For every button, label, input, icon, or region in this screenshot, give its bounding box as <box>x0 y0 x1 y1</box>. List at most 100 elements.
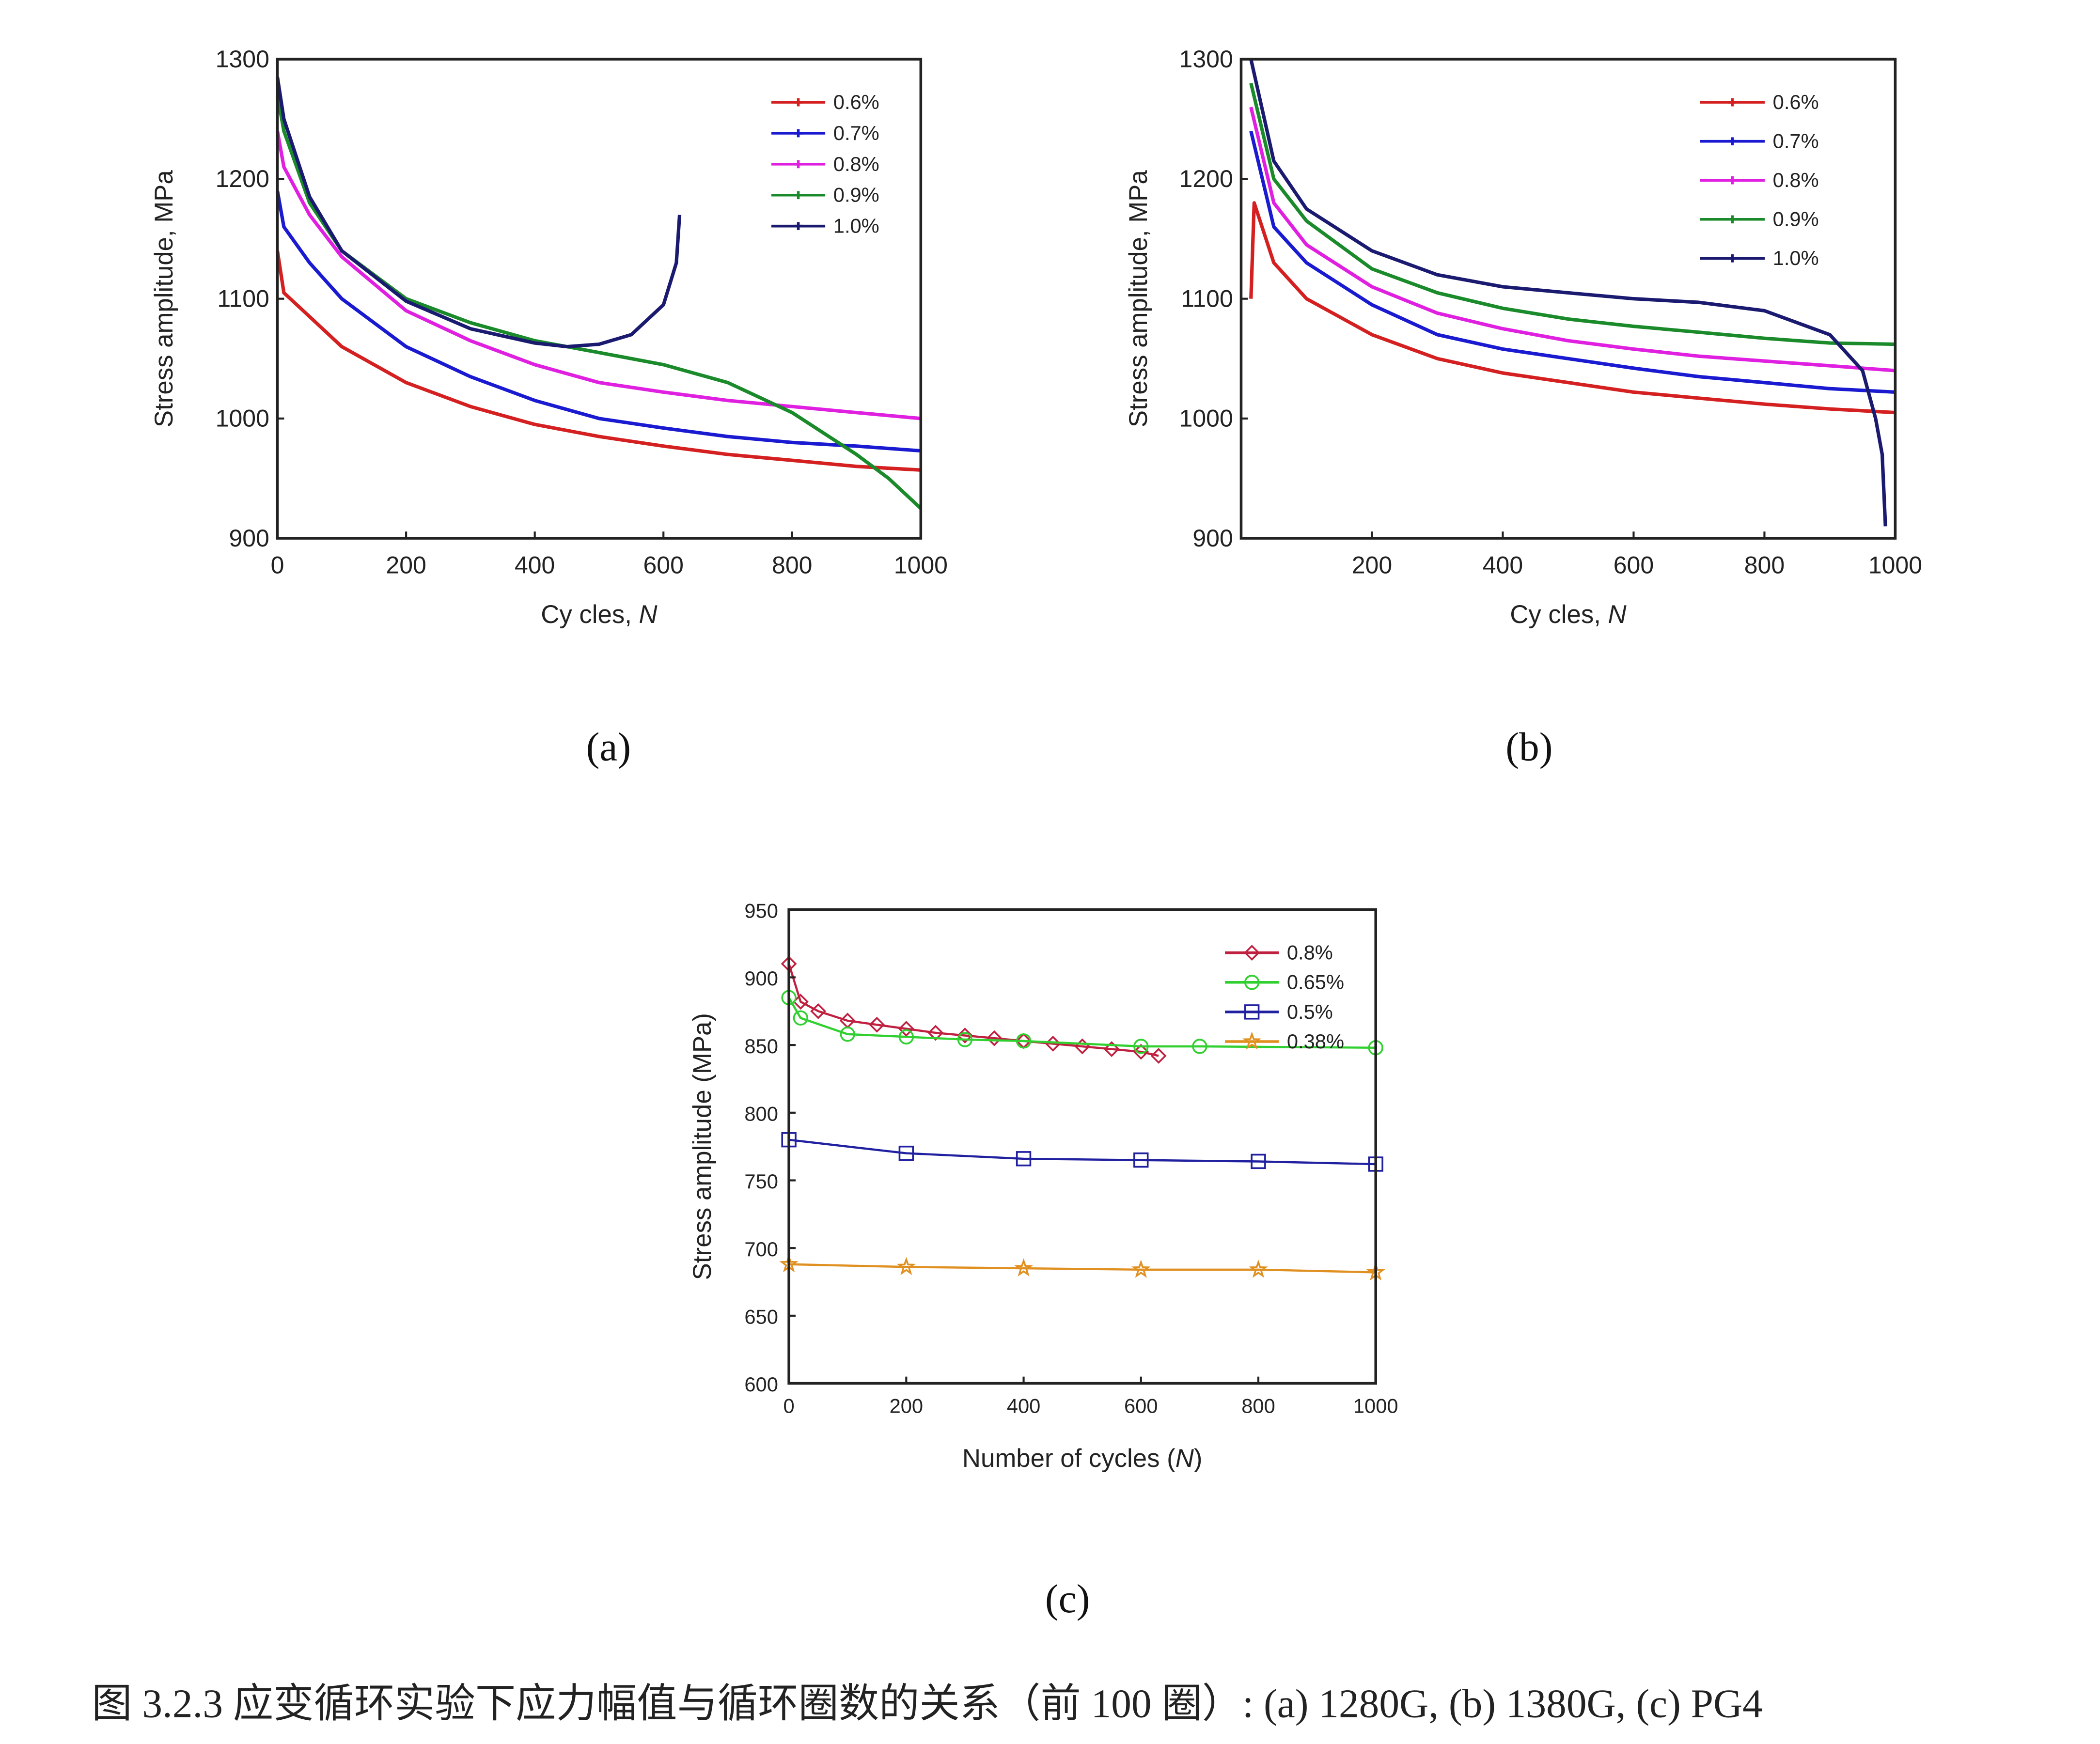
x-axis-label-variable: N <box>639 600 658 629</box>
series-line-0.5% <box>788 1138 1376 1166</box>
series-line-0.8% <box>787 963 1159 1057</box>
chart-c: 0.8% 0.65% 0.5% 0.38% 0 200 400 600 800 1000 600 65… <box>688 899 1398 1472</box>
legend-marker <box>1728 176 1737 185</box>
legend-label: 0.7% <box>1773 130 1819 153</box>
y-tick-label: 1300 <box>216 46 269 73</box>
legend-label: 0.6% <box>1773 91 1819 113</box>
y-tick-label: 1200 <box>216 165 269 192</box>
series-line-0.6% <box>275 250 921 472</box>
y-tick-label: 900 <box>744 967 778 990</box>
series-line-0.7% <box>276 190 921 453</box>
x-tick-label: 1000 <box>894 551 948 578</box>
x-tick-label: 600 <box>643 551 684 578</box>
x-tick-label: 200 <box>890 1395 924 1417</box>
legend-marker <box>1728 137 1737 145</box>
y-tick-label: 1000 <box>216 405 269 432</box>
y-tick-label: 1100 <box>1181 285 1233 312</box>
series-line-0.38% <box>789 1263 1376 1274</box>
legend-label: 0.6% <box>833 91 879 113</box>
y-tick-label: 1000 <box>1179 405 1233 432</box>
chart-b: 0.6% 0.7% 0.8% 0.9% 1.0% 200 400 600 800 1000 900 1… <box>1124 46 1922 629</box>
data-point <box>1150 1048 1167 1064</box>
data-point <box>1131 1260 1151 1278</box>
legend-label: 0.65% <box>1287 971 1344 994</box>
y-tick-label: 600 <box>744 1373 778 1396</box>
plot-frame <box>787 908 1377 1385</box>
legend-marker <box>794 222 802 230</box>
panel-label-b: (b) <box>1505 725 1552 769</box>
series-line-0.6% <box>1249 201 1896 415</box>
x-tick-label: 200 <box>386 551 426 578</box>
y-tick-label: 900 <box>1192 525 1233 552</box>
y-tick-label: 650 <box>744 1306 778 1328</box>
y-tick-label: 750 <box>744 1170 778 1193</box>
data-point <box>1133 1152 1149 1168</box>
series-line-0.7% <box>1249 130 1896 394</box>
x-axis-label-text: Cy cles, <box>1510 600 1608 629</box>
data-point <box>957 1028 973 1044</box>
y-tick-label: 900 <box>229 525 269 552</box>
legend-label: 1.0% <box>833 215 879 237</box>
legend-marker <box>794 191 802 200</box>
y-tick-label: 1100 <box>217 285 269 312</box>
legend-marker <box>794 129 802 138</box>
data-point <box>898 1145 914 1161</box>
data-point <box>898 1029 914 1045</box>
x-tick-label: 0 <box>784 1395 795 1417</box>
x-tick-label: 0 <box>271 551 284 578</box>
chart-a: 0.6% 0.7% 0.8% 0.9% 1.0% 0 200 400 600 800 1000 900… <box>150 46 948 629</box>
data-point <box>1014 1258 1034 1277</box>
x-tick-label: 600 <box>1614 551 1654 578</box>
series-line-0.9% <box>276 94 922 510</box>
legend-marker <box>1242 1031 1262 1050</box>
data-point <box>1249 1260 1268 1278</box>
figure-caption: 图 3.2.3 应变循环实验下应力幅值与循环圈数的关系（前 100 圈）: (a… <box>92 1682 1763 1726</box>
plot-frame <box>1239 58 1897 540</box>
x-axis-label: Cy cles, N <box>541 600 658 629</box>
data-point <box>810 1003 827 1019</box>
series-line-1.0% <box>275 77 682 349</box>
y-axis-label: Stress amplitude, MPa <box>150 170 178 427</box>
y-tick-label: 1300 <box>1179 46 1233 73</box>
y-tick-label: 850 <box>744 1035 778 1058</box>
legend-label: 0.8% <box>833 153 879 175</box>
x-tick-label: 200 <box>1352 551 1392 578</box>
x-tick-label: 1000 <box>1868 551 1922 578</box>
series-line-0.65% <box>788 997 1376 1049</box>
x-axis-label-text: Number of cycles ( <box>962 1444 1175 1473</box>
data-point <box>986 1030 1003 1046</box>
data-point <box>1133 1043 1149 1060</box>
series-line-0.8% <box>1249 107 1896 373</box>
series-line-0.8% <box>276 130 921 420</box>
legend-marker <box>1244 975 1260 990</box>
series-line-1.0% <box>1249 59 1887 527</box>
data-point <box>1016 1151 1032 1167</box>
data-point <box>1103 1041 1120 1057</box>
legend-label: 0.8% <box>1287 941 1333 964</box>
x-tick-label: 600 <box>1124 1395 1158 1417</box>
data-point <box>898 1021 914 1037</box>
legend-marker <box>1244 945 1260 961</box>
x-tick-label: 1000 <box>1353 1395 1398 1417</box>
legend-label: 0.9% <box>1773 208 1819 231</box>
panel-label-c: (c) <box>1045 1577 1090 1621</box>
y-axis-label: Stress amplitude (MPa) <box>688 1013 717 1280</box>
data-point <box>1016 1033 1032 1049</box>
data-point <box>927 1025 944 1041</box>
legend-marker <box>794 160 802 169</box>
legend-marker <box>1728 98 1737 107</box>
panel-label-a: (a) <box>586 725 631 769</box>
y-tick-label: 950 <box>744 899 778 922</box>
x-tick-label: 400 <box>1483 551 1523 578</box>
y-tick-label: 1200 <box>1179 165 1233 192</box>
data-point <box>840 1027 855 1042</box>
data-point <box>1251 1153 1266 1169</box>
legend-marker <box>1728 254 1737 263</box>
legend-label: 0.9% <box>833 184 879 206</box>
x-axis-label-text: Cy cles, <box>541 600 639 629</box>
data-point <box>1192 1039 1207 1054</box>
legend-label: 1.0% <box>1773 247 1819 269</box>
legend-label: 0.38% <box>1287 1030 1344 1053</box>
x-tick-label: 800 <box>772 551 812 578</box>
